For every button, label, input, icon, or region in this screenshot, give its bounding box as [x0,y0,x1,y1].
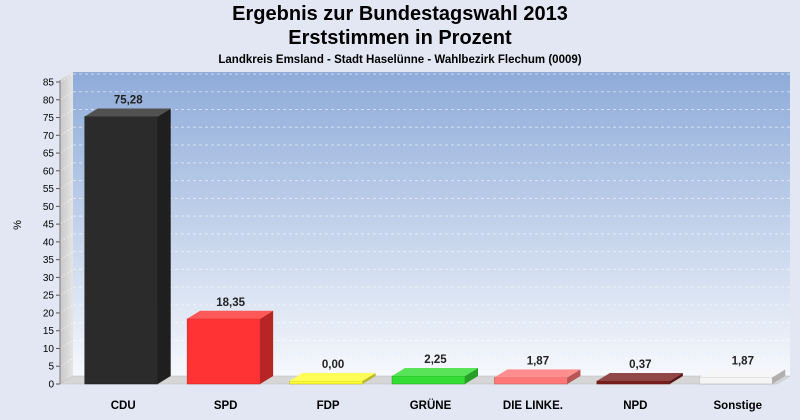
bar-side [772,369,786,384]
bar-top [596,373,683,381]
gridline-side [59,251,74,261]
y-tick-label: 70 [43,131,55,142]
bar-front [596,380,671,385]
bar-top [494,369,581,378]
bar-front [391,375,466,385]
bar-front [186,318,261,385]
y-tick-label: 0 [48,380,54,391]
bar-front [289,380,363,385]
bar-die-linke- [494,369,581,385]
y-tick-label: 5 [48,362,54,373]
side-wall [60,72,73,384]
y-tick-label: 25 [43,291,55,302]
value-label: 1,87 [732,355,754,367]
bar-front [699,377,773,385]
gridline-side [59,73,74,83]
category-label: GRÜNE [410,399,452,412]
chart-subtitle: Landkreis Emsland - Stadt Haselünne - Wa… [218,54,582,66]
bar-top [289,373,376,381]
y-tick-label: 50 [43,202,55,213]
value-label: 75,28 [114,95,143,107]
bar-side [567,369,581,384]
category-label: CDU [111,400,136,412]
y-tick-label: 45 [43,220,55,231]
value-label: 2,25 [424,354,447,366]
gridline-side [59,91,74,101]
category-label: FDP [317,400,340,412]
gridline-side [59,197,74,207]
y-axis-label: % [12,220,24,230]
gridline-side [59,340,74,349]
category-label: DIE LINKE. [503,400,563,412]
gridline-side [59,322,74,332]
bar-gr-ne [391,368,478,385]
y-tick-label: 55 [43,184,55,195]
bar-side [362,373,376,384]
y-tick-label: 75 [43,113,55,124]
y-tick-label: 15 [43,326,55,337]
bar-front [84,116,158,385]
y-tick-label: 60 [43,166,55,177]
y-tick-label: 20 [43,308,55,319]
gridline-side [59,162,74,172]
category-label: NPD [623,400,647,412]
value-label: 1,87 [527,355,549,367]
gridline-side [59,268,74,278]
category-label: SPD [214,400,238,412]
y-tick-label: 40 [43,237,55,248]
bar-cdu [84,108,171,385]
y-tick-label: 85 [43,78,55,89]
gridline-side [59,286,74,296]
gridline-side [59,215,74,225]
plot-background [73,72,790,376]
bar-fdp [289,373,376,385]
value-label: 0,37 [629,359,651,371]
bar-side [157,108,171,384]
y-tick-label: 10 [43,344,55,355]
value-label: 18,35 [216,297,245,309]
bar-top [84,108,171,117]
bar-top [392,368,478,377]
gridline-side [59,180,74,190]
gridline-side [59,144,74,154]
chart-title: Ergebnis zur Bundestagswahl 2013 [232,3,568,25]
bar-side [669,373,683,384]
y-tick-label: 30 [43,273,55,284]
bar-side [465,368,478,384]
chart-subtitle-main: Erststimmen in Prozent [288,27,512,49]
gridline-side [59,109,74,118]
bar-side [260,310,274,384]
gridline-side [59,126,74,136]
value-label: 0,00 [322,359,344,371]
gridline-side [59,233,74,243]
bar-npd [596,373,683,385]
y-tick-label: 65 [43,149,55,160]
y-tick-label: 35 [43,255,55,266]
bar-sonstige [699,369,786,385]
gridline-side [59,357,74,367]
bar-top [187,310,274,319]
y-tick-label: 80 [43,95,55,106]
bar-top [699,369,786,378]
category-label: Sonstige [714,400,763,412]
bar-spd [186,310,274,385]
bar-front [494,377,568,385]
gridline-side [59,304,74,314]
